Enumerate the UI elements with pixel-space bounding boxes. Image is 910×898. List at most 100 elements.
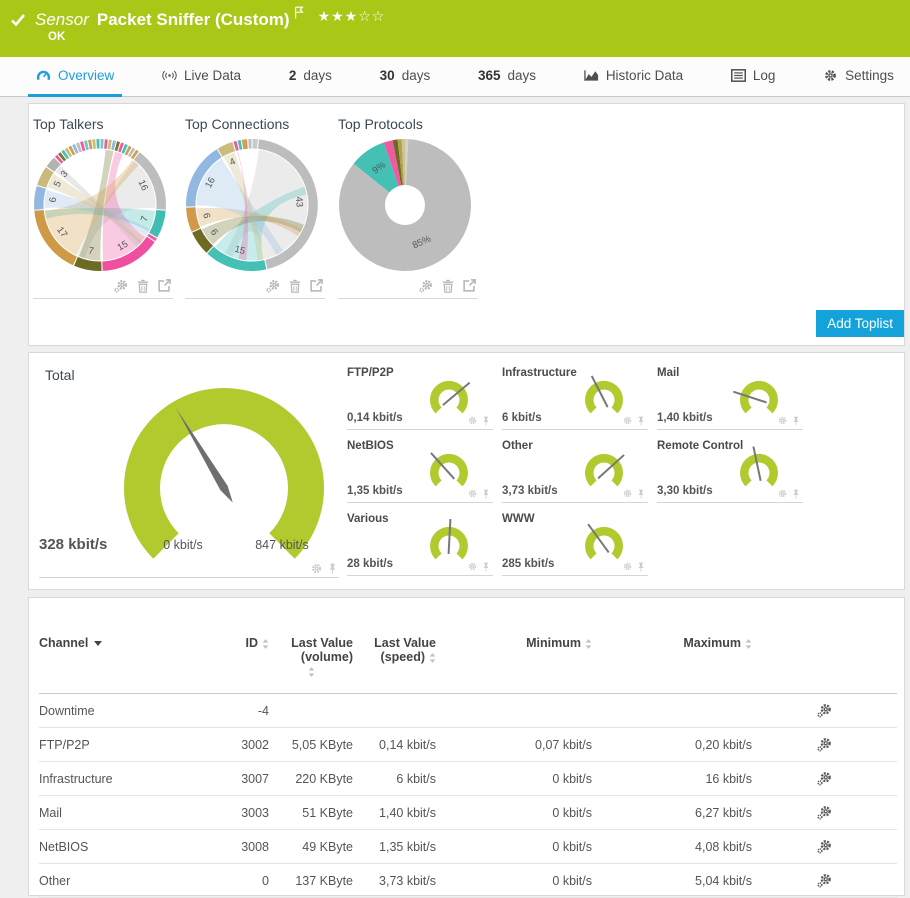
column-header-minimum[interactable]: Minimum	[436, 598, 592, 694]
gauge-pin-icon[interactable]	[328, 563, 337, 574]
gauge-settings-gear-icon[interactable]	[468, 562, 477, 571]
gauge-chart	[430, 380, 471, 414]
tab-2-days[interactable]: 2 days	[281, 57, 340, 97]
tab-label: Historic Data	[605, 68, 684, 83]
toplist-delete-icon[interactable]	[137, 279, 149, 293]
toplist-chart[interactable]: 16 7 15 7 17 6 53	[33, 138, 167, 272]
channel-settings-gear-icon[interactable]	[817, 771, 832, 786]
broadcast-icon	[162, 69, 177, 82]
channel-name: FTP/P2P	[39, 727, 229, 762]
gauge-settings-gear-icon[interactable]	[623, 489, 632, 498]
svg-text:5: 5	[52, 179, 64, 189]
column-label: Last Value	[291, 636, 353, 650]
gauge-value: 1,40 kbit/s	[657, 412, 713, 424]
gauge-settings-gear-icon[interactable]	[623, 562, 632, 571]
gauge-pin-icon[interactable]	[637, 562, 645, 572]
column-header-last-value-volume[interactable]: Last Value (volume)	[269, 598, 353, 694]
toplist-chart[interactable]: 43 15 6 6 16 4	[185, 138, 319, 272]
toplist-chart[interactable]: 85%9%	[338, 138, 472, 272]
min-value: 0 kbit/s	[436, 863, 592, 898]
toplist-open-icon[interactable]	[463, 279, 476, 292]
channel-settings-gear-icon[interactable]	[817, 805, 832, 820]
channel-settings-gear-icon[interactable]	[817, 703, 832, 718]
gauge-pin-icon[interactable]	[792, 416, 800, 426]
tab-label: Log	[752, 68, 776, 83]
total-gauge-value: 328 kbit/s	[39, 536, 108, 553]
svg-text:7: 7	[87, 245, 94, 257]
channel-name: Infrastructure	[39, 761, 229, 796]
channel-row-infrastructure: Infrastructure 3007 220 KByte 6 kbit/s 0 kbi…	[39, 761, 897, 796]
gauge-settings-gear-icon[interactable]	[468, 416, 477, 425]
gauge-pin-icon[interactable]	[482, 416, 490, 426]
gauge-pin-icon[interactable]	[482, 489, 490, 499]
gauge-cell-netbios: NetBIOS 1,35 kbit/s	[347, 440, 493, 503]
gauge-settings-gear-icon[interactable]	[468, 489, 477, 498]
gauge-pin-icon[interactable]	[637, 489, 645, 499]
gauge-cell-www: WWW 285 kbit/s	[502, 513, 648, 576]
sort-icon[interactable]	[585, 639, 592, 649]
max-value: 4,08 kbit/s	[592, 829, 752, 864]
gauge-title: Infrastructure	[502, 367, 577, 379]
column-header-id[interactable]: ID	[229, 598, 269, 694]
tab-settings[interactable]: Settings	[815, 57, 902, 97]
channel-row-netbios: NetBIOS 3008 49 KByte 1,35 kbit/s 0 kbit/s 4,…	[39, 829, 897, 864]
gauges-panel: Total 0 kbit/s 847 kbit/s 328 kbit/s FTP…	[28, 352, 905, 590]
speed-value: 6 kbit/s	[353, 761, 436, 796]
max-value: 6,27 kbit/s	[592, 795, 752, 830]
gauge-settings-gear-icon[interactable]	[778, 416, 787, 425]
gauge-pin-icon[interactable]	[482, 562, 490, 572]
sort-icon[interactable]	[429, 653, 436, 663]
tab-label: Settings	[845, 68, 894, 83]
max-value: 0,20 kbit/s	[592, 727, 752, 762]
volume-value: 51 KByte	[269, 795, 353, 830]
gauge-value: 6 kbit/s	[502, 412, 542, 424]
gauge-pin-icon[interactable]	[792, 489, 800, 499]
tab-historic-data[interactable]: Historic Data	[576, 57, 691, 97]
gauge-pin-icon[interactable]	[637, 416, 645, 426]
sort-icon[interactable]	[745, 639, 752, 649]
column-header-last-value-speed[interactable]: Last Value (speed)	[353, 598, 436, 694]
channel-settings-gear-icon[interactable]	[817, 873, 832, 888]
tab-live-data[interactable]: Live Data	[154, 57, 249, 97]
svg-text:3: 3	[59, 169, 71, 180]
tab-number: 30	[379, 68, 395, 83]
tab-overview[interactable]: Overview	[28, 57, 123, 97]
toplist-settings-icon[interactable]	[419, 279, 433, 293]
tab-label: days	[401, 68, 431, 83]
gauge-cell-remote-control: Remote Control 3,30 kbit/s	[657, 440, 803, 503]
min-value: 0,07 kbit/s	[436, 727, 592, 762]
add-toplist-button[interactable]: Add Toplist	[816, 310, 904, 337]
toplist-settings-icon[interactable]	[266, 279, 280, 293]
sensor-header: Sensor Packet Sniffer (Custom) ★★★☆☆ OK	[0, 0, 910, 57]
tab-30-days[interactable]: 30 days	[372, 57, 439, 97]
channel-row-ftp-p2p: FTP/P2P 3002 5,05 KByte 0,14 kbit/s 0,07 kbi…	[39, 727, 897, 762]
tab-log[interactable]: Log	[723, 57, 784, 97]
gauge-cell-various: Various 28 kbit/s	[347, 513, 493, 576]
gauge-title: NetBIOS	[347, 440, 394, 452]
sort-icon[interactable]	[262, 639, 269, 649]
toplist-delete-icon[interactable]	[442, 279, 454, 293]
gauge-value: 1,35 kbit/s	[347, 485, 403, 497]
channel-name: Mail	[39, 795, 229, 830]
gauge-settings-gear-icon[interactable]	[311, 563, 322, 574]
svg-text:6: 6	[48, 197, 60, 203]
gauge-settings-gear-icon[interactable]	[778, 489, 787, 498]
gauge-value: 285 kbit/s	[502, 558, 555, 570]
column-header-channel[interactable]: Channel	[39, 598, 229, 694]
toplist-open-icon[interactable]	[158, 279, 171, 292]
channel-settings-gear-icon[interactable]	[817, 737, 832, 752]
toplist-delete-icon[interactable]	[289, 279, 301, 293]
column-header-maximum[interactable]: Maximum	[592, 598, 752, 694]
gauge-settings-gear-icon[interactable]	[623, 416, 632, 425]
gauge-value: 28 kbit/s	[347, 558, 394, 570]
tab-365-days[interactable]: 365 days	[470, 57, 544, 97]
channel-settings-gear-icon[interactable]	[817, 839, 832, 854]
flag-icon[interactable]	[294, 6, 304, 19]
svg-text:4: 4	[228, 156, 237, 168]
toplist-settings-icon[interactable]	[114, 279, 128, 293]
rating-stars[interactable]: ★★★☆☆	[317, 7, 386, 24]
sort-icon[interactable]	[308, 667, 315, 677]
toplist-open-icon[interactable]	[310, 279, 323, 292]
sort-caret-icon[interactable]	[94, 641, 102, 646]
id-value: -4	[229, 693, 269, 728]
